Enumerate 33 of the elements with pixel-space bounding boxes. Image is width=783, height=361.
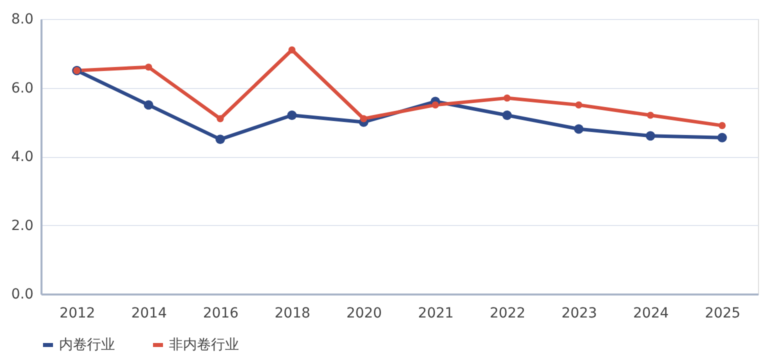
point (504, 94, 511, 102)
legend-label: 内卷行业 (59, 337, 115, 353)
x-tick-label: 2020 (346, 306, 382, 322)
point (216, 134, 225, 144)
point (646, 112, 654, 119)
point (360, 115, 368, 122)
y-tick-label: 2.0 (11, 218, 34, 234)
y-tick-label: 8.0 (11, 12, 34, 28)
point (575, 101, 582, 108)
point (574, 124, 584, 134)
legend-label: 非内卷行业 (169, 337, 239, 353)
x-tick-label: 2022 (490, 306, 526, 322)
y-tick-label: 4.0 (11, 149, 34, 165)
point (502, 110, 512, 120)
point (216, 115, 224, 122)
x-tick-label: 2012 (60, 306, 96, 322)
y-tick-label: 6.0 (11, 80, 34, 96)
point (144, 100, 154, 110)
point (432, 101, 439, 108)
x-tick-label: 2018 (274, 306, 310, 322)
x-tick-label: 2023 (561, 306, 598, 322)
x-tick-label: 2016 (202, 306, 239, 322)
y-tick-label: 0.0 (11, 286, 34, 302)
point (288, 46, 296, 54)
x-tick-label: 2014 (131, 306, 167, 322)
x-tick-label: 2025 (704, 306, 740, 322)
point (287, 110, 297, 120)
x-tick-label: 2024 (633, 306, 669, 322)
point (145, 64, 152, 71)
point (646, 131, 656, 141)
point (718, 122, 726, 130)
x-tick-label: 2021 (418, 306, 454, 322)
point (717, 132, 727, 142)
